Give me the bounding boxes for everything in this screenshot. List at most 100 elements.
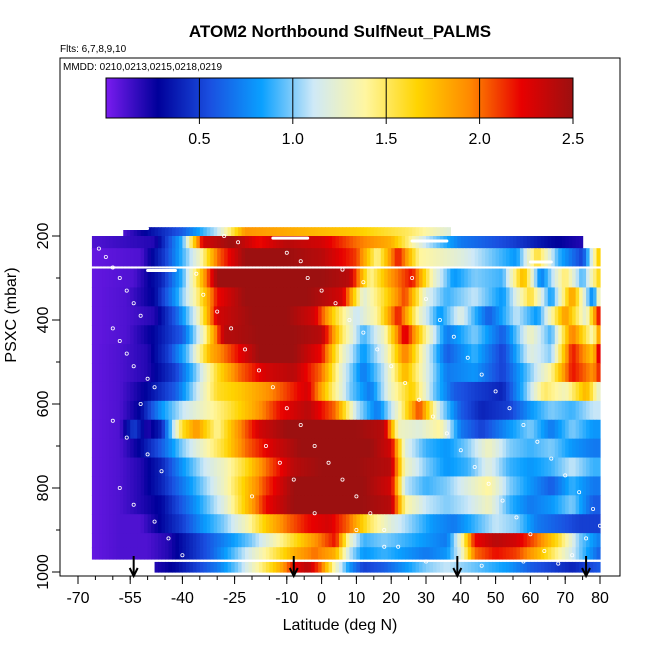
heatmap-cell (224, 419, 229, 440)
heatmap-cell (133, 547, 138, 560)
heatmap-cell (384, 268, 389, 289)
heatmap-cell (105, 457, 110, 478)
heatmap-cell (307, 227, 312, 238)
heatmap-cell (561, 533, 566, 549)
heatmap-cell (123, 514, 128, 534)
heatmap-cell (304, 438, 309, 459)
heatmap-cell (213, 236, 218, 250)
heatmap-cell (439, 268, 444, 289)
heatmap-cell (182, 547, 187, 560)
heatmap-cell (98, 344, 103, 364)
heatmap-cell (203, 344, 208, 364)
heatmap-cell (245, 268, 250, 289)
heatmap-cell (589, 419, 594, 440)
heatmap-cell (276, 363, 281, 383)
heatmap-cell (119, 325, 124, 345)
heatmap-cell (575, 344, 580, 364)
heatmap-cell (126, 381, 131, 402)
heatmap-cell (474, 533, 479, 549)
heatmap-cell (269, 457, 274, 478)
heatmap-cell (380, 268, 385, 289)
heatmap-cell (318, 287, 323, 307)
heatmap-cell (530, 419, 535, 440)
heatmap-cell (474, 287, 479, 307)
heatmap-cell (443, 248, 448, 267)
heatmap-cell (241, 381, 246, 402)
heatmap-cell (199, 363, 204, 383)
heatmap-cell (593, 419, 598, 440)
heatmap-cell (165, 227, 170, 238)
heatmap-cell (217, 344, 222, 364)
heatmap-cell (185, 325, 190, 345)
heatmap-cell (589, 381, 594, 402)
heatmap-cell (551, 344, 556, 364)
heatmap-cell (464, 268, 469, 289)
heatmap-cell (182, 227, 187, 238)
heatmap-cell (345, 476, 351, 496)
heatmap-cell (572, 325, 577, 345)
heatmap-cell (210, 248, 215, 267)
heatmap-cell (290, 533, 295, 549)
heatmap-cell (596, 457, 601, 478)
heatmap-cell (544, 533, 549, 549)
heatmap-cell (112, 306, 117, 326)
heatmap-cell (412, 306, 417, 326)
heatmap-cell (401, 306, 406, 326)
heatmap-cell (506, 363, 511, 383)
heatmap-cell (203, 419, 208, 440)
heatmap-cell (457, 547, 462, 560)
heatmap-cell (589, 514, 594, 534)
heatmap-cell (300, 363, 305, 383)
heatmap-cell (286, 476, 291, 496)
heatmap-cell (547, 400, 552, 421)
heatmap-cell (220, 287, 225, 307)
heatmap-cell (279, 547, 284, 560)
heatmap-cell (596, 287, 601, 307)
heatmap-cell (234, 268, 239, 289)
heatmap-cell (144, 363, 149, 383)
heatmap-cell (158, 561, 163, 573)
heatmap-cell (335, 363, 340, 383)
heatmap-cell (401, 547, 406, 560)
heatmap-cell (342, 287, 347, 307)
heatmap-cell (467, 248, 472, 267)
heatmap-cell (199, 227, 204, 238)
y-tick-label: 600 (35, 391, 52, 418)
heatmap-cell (133, 287, 138, 307)
heatmap-cell (105, 514, 110, 534)
heatmap-cell (464, 533, 469, 549)
heatmap-cell (165, 248, 170, 267)
heatmap-cell (140, 227, 145, 238)
heatmap-cell (460, 561, 465, 573)
heatmap-cell (140, 381, 145, 402)
heatmap-cell (519, 547, 525, 560)
heatmap-cell (165, 438, 170, 459)
heatmap-cell (255, 306, 260, 326)
heatmap-cell (328, 495, 333, 515)
heatmap-cell (384, 457, 389, 478)
heatmap-cell (481, 561, 486, 573)
heatmap-cell (332, 248, 337, 267)
heatmap-cell (272, 495, 277, 515)
heatmap-cell (304, 547, 309, 560)
heatmap-cell (513, 514, 518, 534)
heatmap-cell (112, 381, 117, 402)
heatmap-cell (408, 495, 413, 515)
heatmap-cell (415, 325, 420, 345)
heatmap-cell (519, 476, 525, 496)
heatmap-cell (366, 381, 371, 402)
heatmap-cell (516, 438, 521, 459)
heatmap-cell (151, 363, 156, 383)
heatmap-cell (488, 268, 493, 289)
heatmap-cell (147, 495, 152, 515)
heatmap-cell (154, 476, 159, 496)
heatmap-cell (356, 227, 361, 238)
heatmap-cell (432, 547, 438, 560)
heatmap-cell (119, 533, 124, 549)
heatmap-cell (279, 419, 284, 440)
heatmap-cell (286, 248, 291, 267)
heatmap-cell (502, 400, 507, 421)
heatmap-cell (314, 533, 319, 549)
heatmap-cell (568, 547, 573, 560)
heatmap-cell (412, 457, 417, 478)
